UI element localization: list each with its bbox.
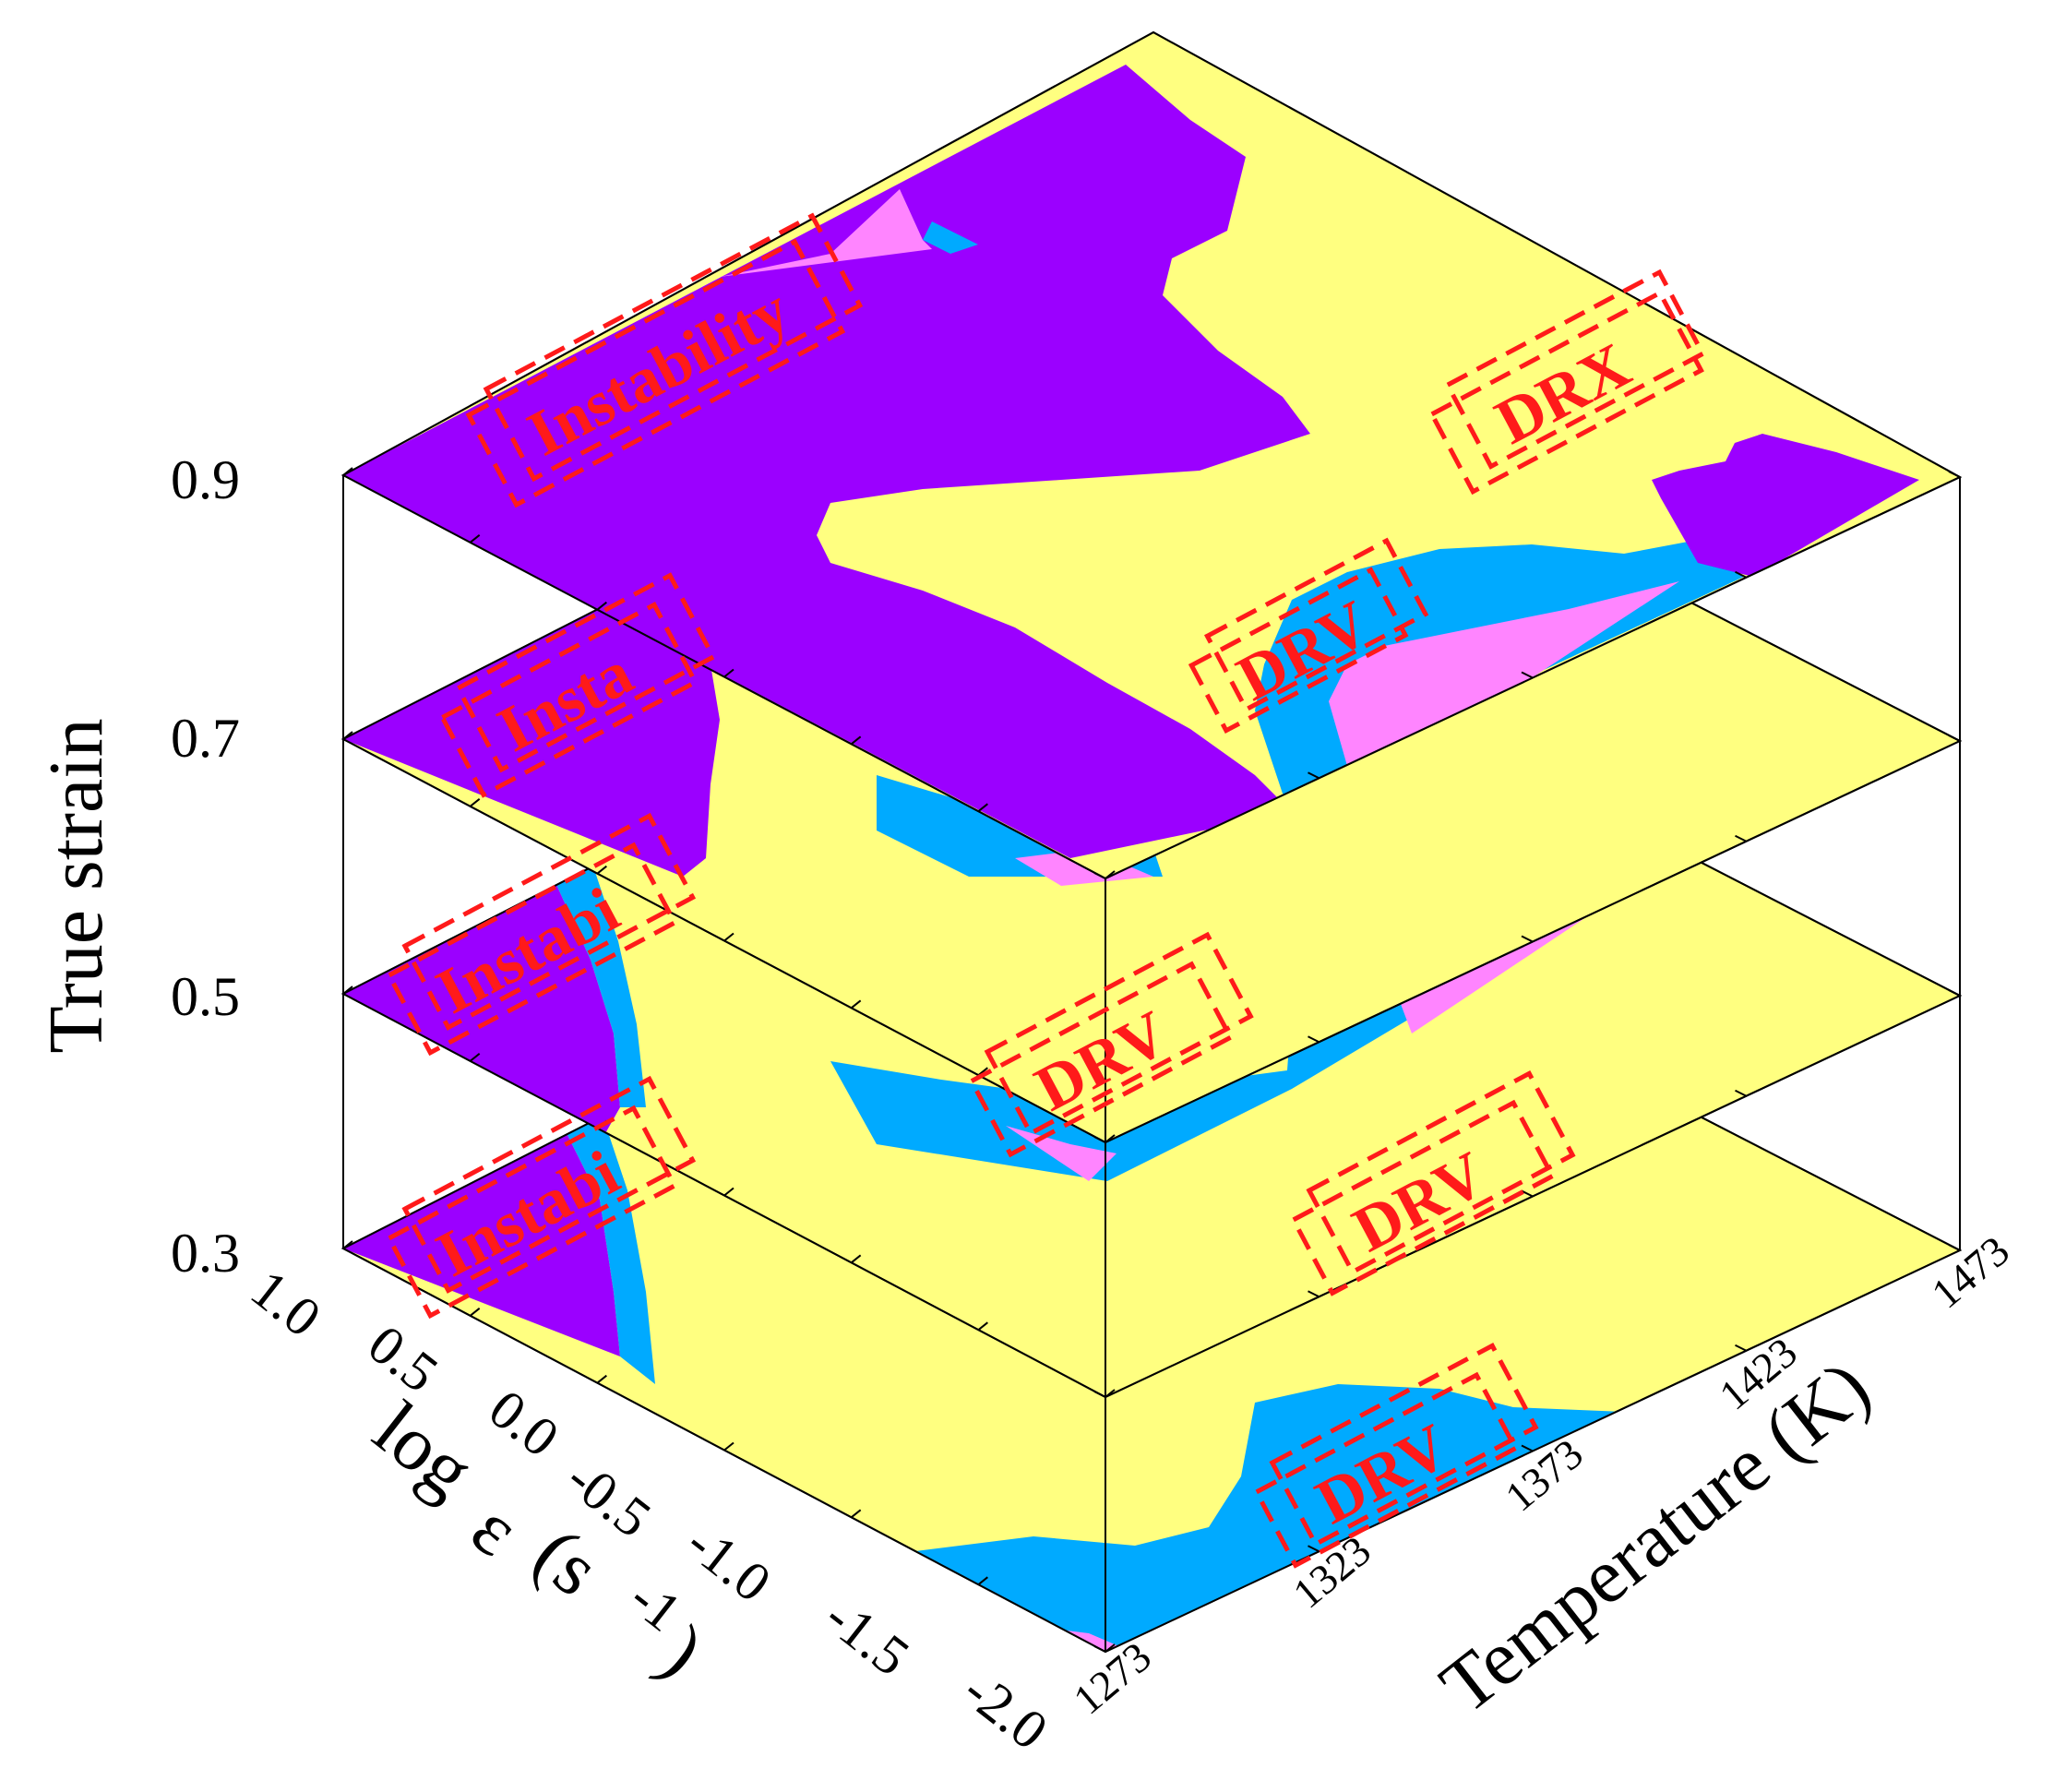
x-tick-mark [1093, 1645, 1106, 1653]
instability-region [343, 65, 1310, 858]
y-tick-mark [470, 534, 481, 544]
drv-region [544, 858, 646, 1107]
drv-region [784, 1384, 1624, 1652]
instability-region [343, 581, 720, 877]
instability-region [343, 858, 620, 1135]
y-axis-title-symbol: ε [456, 1486, 534, 1573]
x-tick-mark [1093, 872, 1106, 879]
y-tick-mark [977, 1576, 988, 1585]
y-tick-mark [596, 601, 607, 611]
y-tick-mark [851, 1254, 862, 1264]
x-tick-mark [1948, 1244, 1961, 1251]
y-tick-mark [596, 865, 607, 875]
y-tick-mark [342, 986, 353, 995]
z-axis-title: True strain [33, 718, 119, 1053]
y-tick-mark [1105, 870, 1116, 879]
y-tick-mark [977, 1067, 988, 1076]
x-tick-mark [1735, 570, 1747, 579]
x-tick-mark [1308, 1035, 1320, 1044]
x-tick-mark [1948, 735, 1961, 742]
y-tick-mark [723, 932, 734, 942]
y-tick-mark [596, 1374, 607, 1384]
y-tick-label: 1.0 [240, 1258, 332, 1348]
y-tick-mark [851, 999, 862, 1009]
y-tick-mark [470, 798, 481, 807]
x-tick-label: 1273 [1065, 1632, 1160, 1723]
y-tick-mark [1105, 1134, 1116, 1143]
y-tick-label: -1.0 [675, 1511, 782, 1613]
dri-region [720, 189, 932, 277]
tick-marks [342, 467, 1961, 1653]
instability-region [1652, 434, 1919, 577]
x-tick-mark [1948, 989, 1961, 997]
dri-region [1006, 1126, 1117, 1181]
instability-region [343, 1107, 620, 1356]
y-tick-mark [1105, 1389, 1116, 1398]
y-tick-mark [723, 1441, 734, 1452]
y-tick-label: 0.0 [478, 1378, 570, 1468]
y-tick-mark [851, 735, 862, 746]
y-tick-mark [342, 467, 353, 476]
y-tick-mark [1105, 1643, 1116, 1653]
drv-region [923, 221, 978, 254]
x-tick-mark [1735, 1089, 1747, 1097]
y-tick-mark [723, 668, 734, 678]
y-tick-mark [470, 1308, 481, 1317]
y-tick-mark [342, 731, 353, 740]
drv-region [554, 1107, 655, 1384]
y-tick-label: 0.5 [357, 1313, 449, 1404]
x-tick-mark [1735, 834, 1747, 842]
x-tick-mark [1521, 1444, 1534, 1452]
x-tick-mark [1308, 1545, 1320, 1553]
z-tick-label: 0.3 [171, 1223, 240, 1284]
x-tick-mark [1521, 671, 1534, 679]
x-tick-mark [1308, 1290, 1320, 1298]
y-tick-mark [977, 803, 988, 812]
x-tick-mark [1308, 771, 1320, 780]
dri-region [1329, 581, 1679, 766]
y-tick-mark [851, 1509, 862, 1519]
y-tick-mark [723, 1187, 734, 1197]
z-tick-label: 0.5 [171, 966, 240, 1027]
x-tick-mark [1521, 1189, 1534, 1198]
y-tick-mark [470, 1053, 481, 1062]
y-tick-label: -2.0 [952, 1659, 1058, 1761]
z-tick-label: 0.7 [171, 708, 240, 769]
y-tick-mark [977, 1321, 988, 1331]
z-tick-label: 0.9 [171, 449, 240, 510]
strain-layer-0.9 [340, 30, 1963, 880]
y-axis-title-log: log [358, 1386, 489, 1514]
y-tick-label: -1.5 [814, 1585, 920, 1687]
y-tick-mark [342, 1240, 353, 1249]
x-tick-mark [1948, 471, 1961, 478]
x-tick-mark [1521, 935, 1534, 943]
x-tick-mark [1735, 1344, 1747, 1352]
x-tick-mark [1093, 1136, 1106, 1143]
x-tick-mark [1093, 1391, 1106, 1398]
z-axis: 0.9 0.7 0.5 0.3 True strain [33, 449, 240, 1284]
